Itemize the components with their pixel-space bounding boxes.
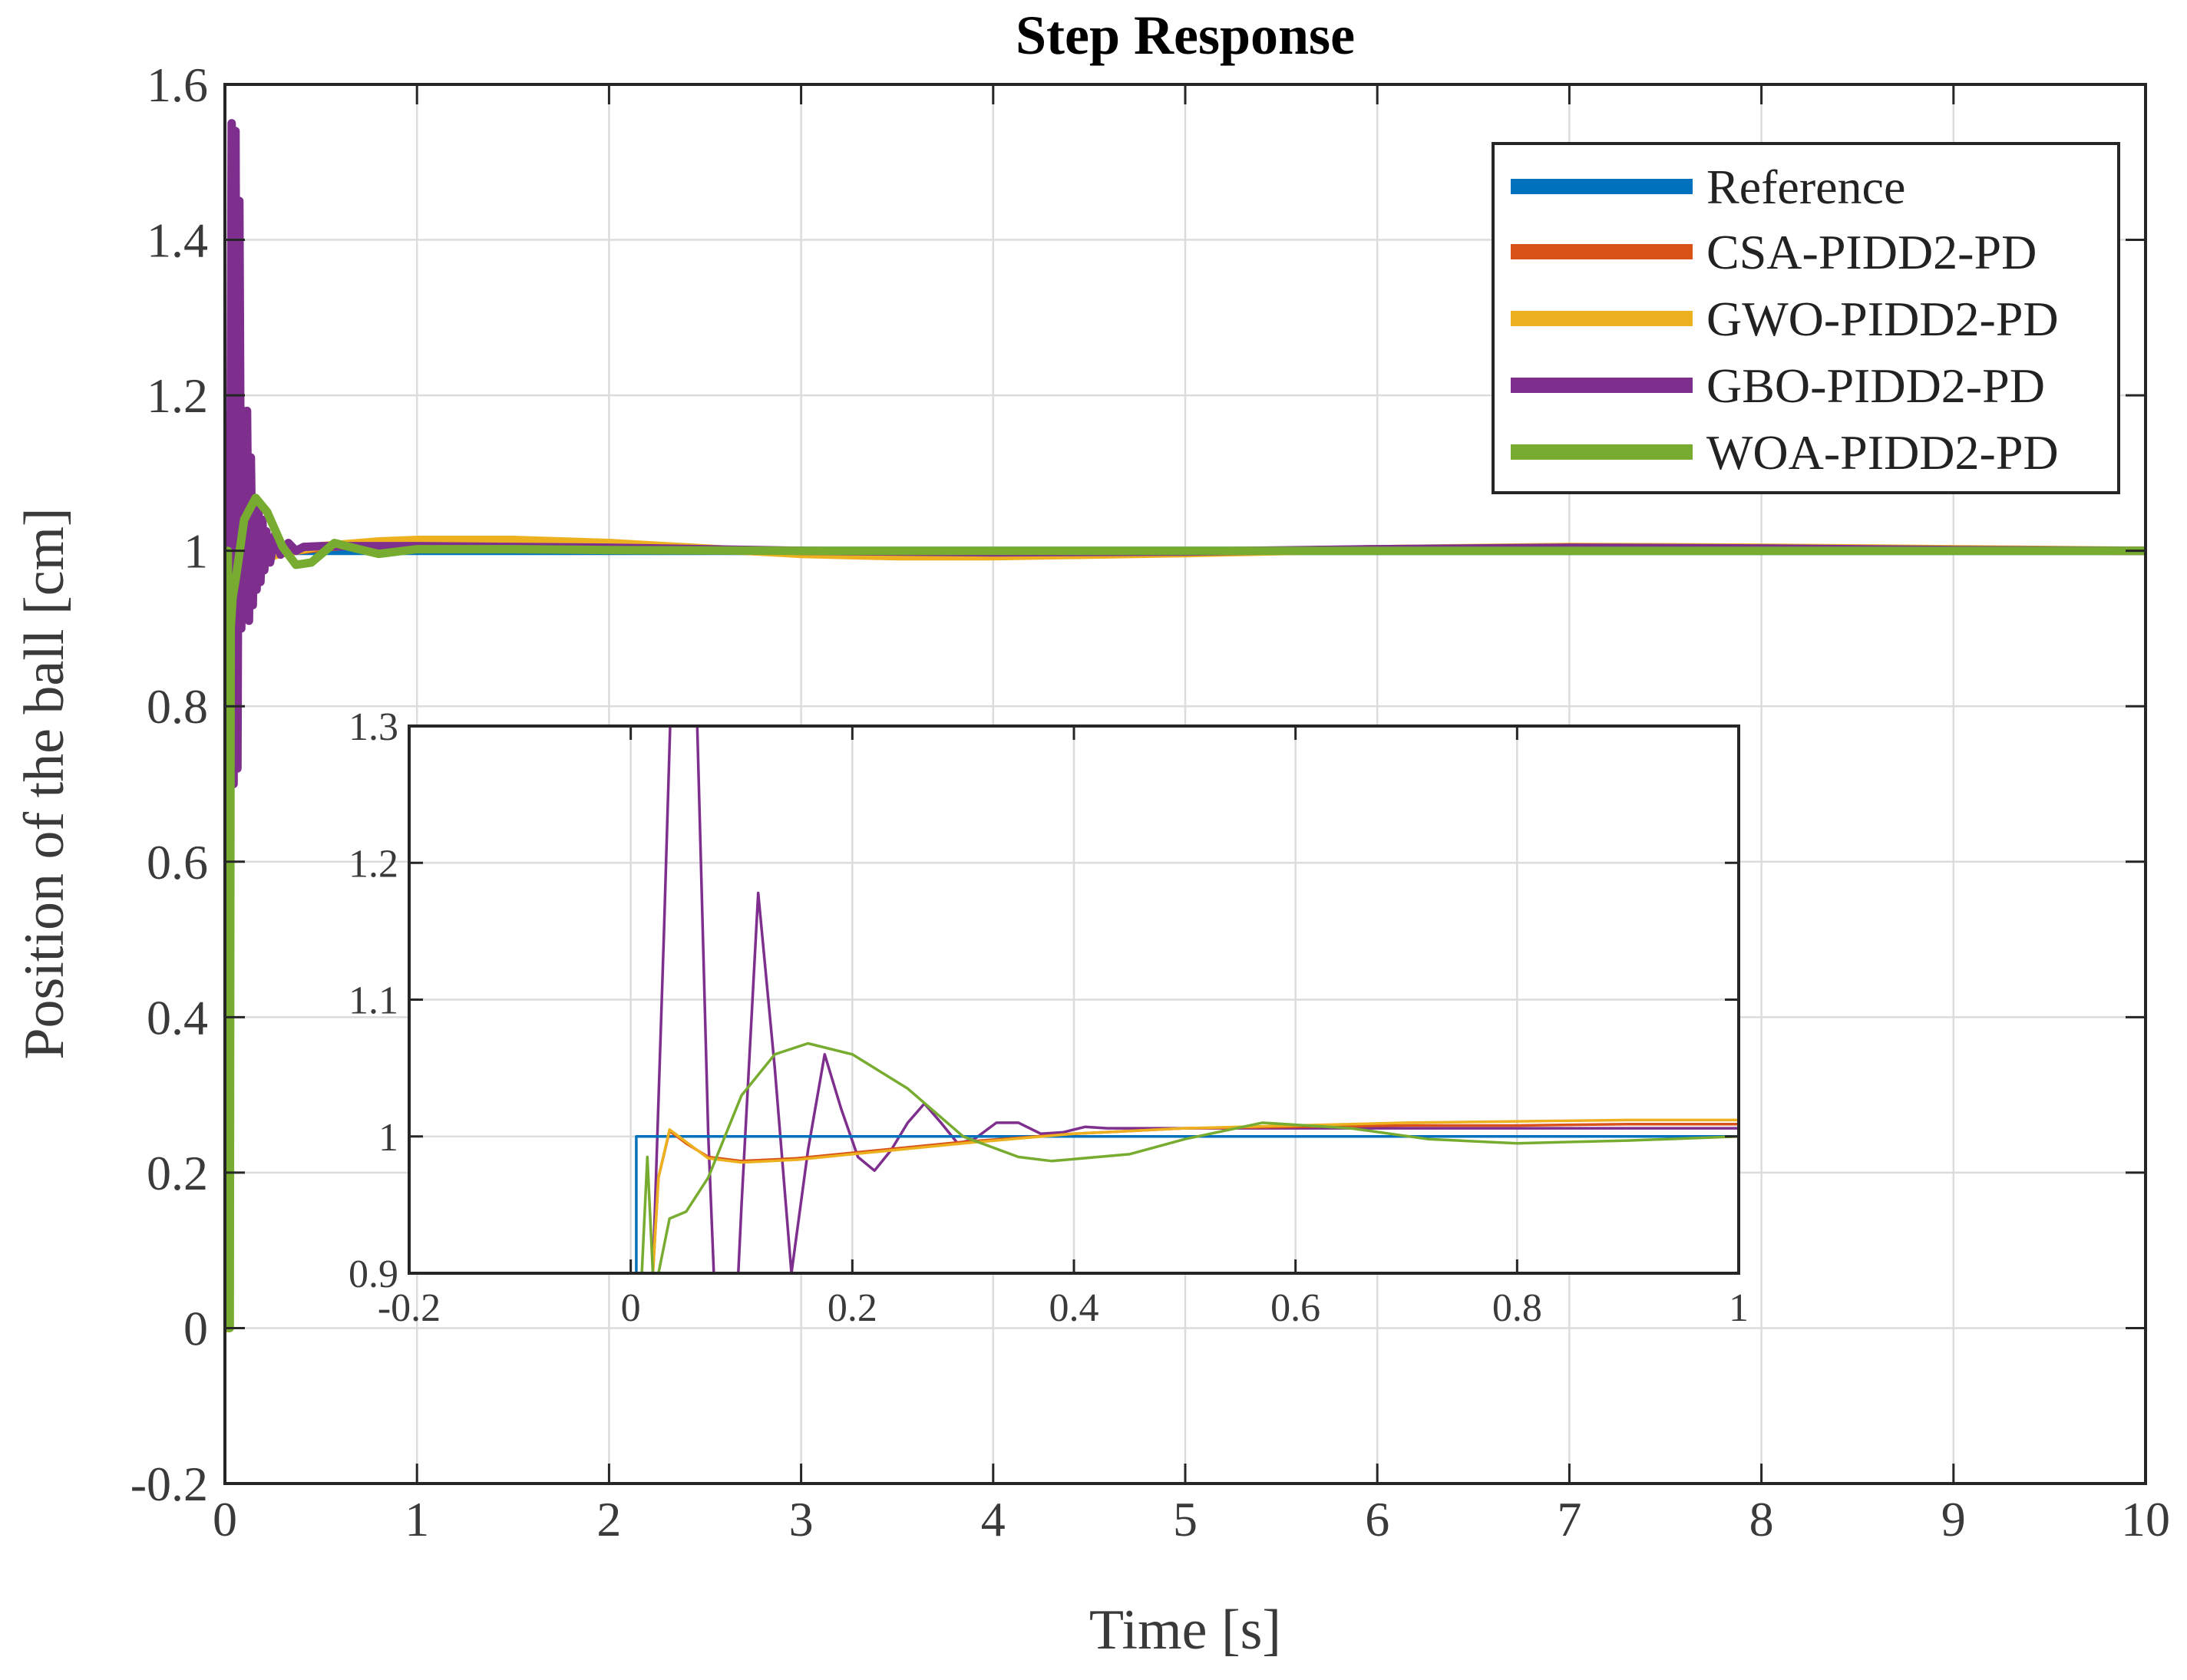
- legend: Reference CSA-PIDD2-PD GWO-PIDD2-PD GBO-…: [1492, 142, 2120, 494]
- main-y-tick-label: 0: [183, 1301, 208, 1355]
- main-y-tick-label: 0.4: [147, 990, 208, 1045]
- main-x-tick-label: 6: [1365, 1492, 1389, 1546]
- inset-series-line-woa: [640, 1041, 1739, 1273]
- main-y-tick-label: 0.8: [147, 679, 208, 734]
- legend-label-woa: WOA-PIDD2-PD: [1706, 425, 2059, 480]
- main-x-tick-label: 10: [2121, 1492, 2170, 1546]
- inset-x-tick-label: -0.2: [378, 1286, 441, 1330]
- main-y-tick-label: 1.4: [147, 213, 208, 268]
- main-x-tick-label: 7: [1557, 1492, 1581, 1546]
- legend-label-reference: Reference: [1706, 160, 1905, 214]
- main-x-tick-label: 5: [1173, 1492, 1198, 1546]
- legend-label-gbo: GBO-PIDD2-PD: [1706, 358, 2045, 413]
- main-x-tick-label: 4: [981, 1492, 1006, 1546]
- inset-tick-labels: -0.2 0 0.2 0.4 0.6 0.8 1 0.9 1 1.1 1.2 1.3: [349, 705, 1749, 1330]
- x-axis-label: Time [s]: [1089, 1599, 1281, 1662]
- inset-y-tick-label: 1.3: [349, 705, 398, 749]
- main-x-tick-label: 1: [405, 1492, 429, 1546]
- inset-axes-frame: [408, 724, 1740, 1275]
- inset-y-tick-label: 0.9: [349, 1253, 398, 1296]
- y-axis-label: Position of the ball [cm]: [13, 507, 76, 1059]
- inset-x-tick-label: 0.2: [828, 1286, 877, 1330]
- inset-x-tick-label: 0.4: [1049, 1286, 1099, 1330]
- main-y-tick-label: 1.2: [147, 368, 208, 423]
- inset-y-tick-label: 1.1: [349, 979, 398, 1023]
- main-tick-labels: 0 1 2 3 4 5 6 7 8 9 10-0.200.20.40.60.811.21.41.6: [130, 58, 2170, 1546]
- inset-series-line-reference: [635, 1135, 1739, 1273]
- inset-axes: -0.2 0 0.2 0.4 0.6 0.8 1 0.9 1 1.1 1.2 1.3: [349, 705, 1749, 1330]
- main-x-tick-label: 2: [596, 1492, 621, 1546]
- legend-label-csa: CSA-PIDD2-PD: [1706, 225, 2037, 279]
- main-x-tick-label: 0: [213, 1492, 237, 1546]
- main-x-tick-label: 9: [1941, 1492, 1966, 1546]
- chart-title: Step Response: [1016, 5, 1355, 66]
- inset-x-tick-label: 0.6: [1270, 1286, 1320, 1330]
- inset-x-tick-label: 1: [1729, 1286, 1749, 1330]
- legend-label-gwo: GWO-PIDD2-PD: [1706, 292, 2059, 346]
- main-axes-frame: [223, 83, 2147, 1485]
- main-series-line-woa: [225, 493, 2146, 1332]
- inset-x-tick-label: 0.8: [1492, 1286, 1542, 1330]
- inset-x-tick-label: 0: [621, 1286, 641, 1330]
- main-x-tick-label: 3: [789, 1492, 814, 1546]
- main-y-tick-label: 0.6: [147, 835, 208, 890]
- inset-y-tick-label: 1.2: [349, 842, 398, 886]
- inset-series-line-gwo: [651, 1118, 1739, 1273]
- main-x-tick-label: 8: [1749, 1492, 1774, 1546]
- main-y-tick-label: -0.2: [130, 1457, 208, 1511]
- main-y-tick-label: 1: [183, 524, 208, 579]
- inset-series: [635, 726, 1739, 1273]
- main-y-tick-label: 1.6: [147, 58, 208, 112]
- main-y-tick-label: 0.2: [147, 1146, 208, 1200]
- inset-y-tick-label: 1: [378, 1116, 398, 1160]
